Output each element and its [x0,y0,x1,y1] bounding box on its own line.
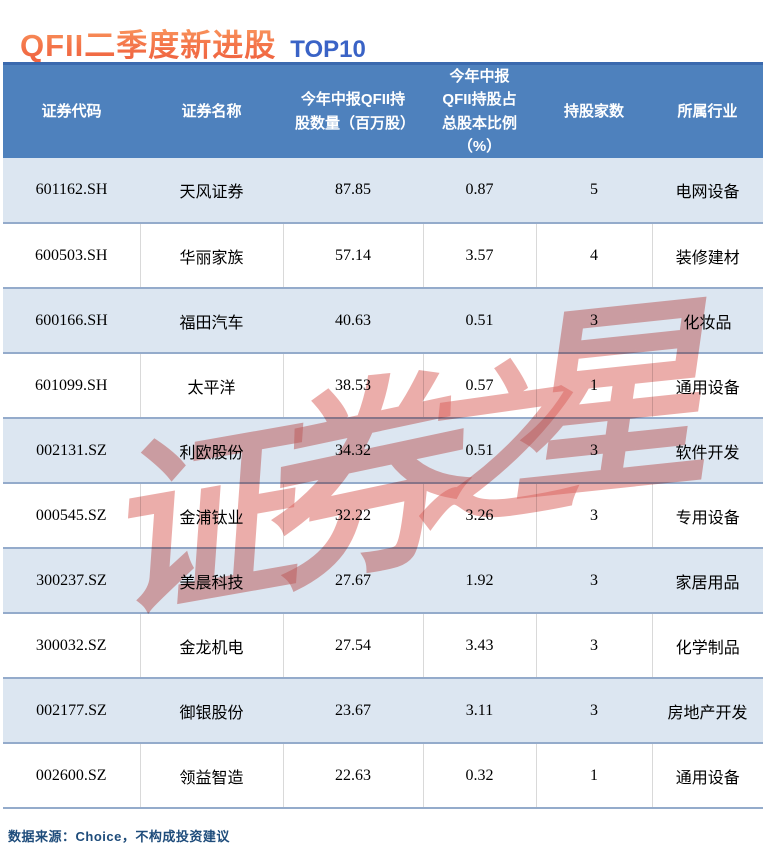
table-cell: 通用设备 [651,353,763,418]
table-row: 600166.SH 福田汽车 40.63 0.51 3 化妆品 [3,288,763,353]
table-cell: 房地产开发 [667,704,748,722]
table-cell: 3 [535,483,652,548]
table-row: 000545.SZ 金浦钛业 32.22 3.26 3 专用设备 [3,483,763,548]
table-cell: 38.53 [282,353,423,418]
table-cell: 600166.SH [35,311,108,329]
column-header-5: 所属行业 [652,62,763,158]
table-cell: 1.92 [465,571,494,589]
table-cell: 御银股份 [179,704,244,722]
table-cell: 87.85 [335,181,371,198]
table-row: 300032.SZ 金龙机电 27.54 3.43 3 化学制品 [3,613,763,678]
column-header-2: 今年中报QFII持股数量（百万股） [283,62,423,158]
table-cell: 3.43 [422,613,536,678]
table-cell: 0.51 [465,311,494,329]
table-row: 002177.SZ 御银股份 23.67 3.11 3 房地产开发 [3,678,763,743]
table-cell: 金浦钛业 [139,483,283,548]
table-cell: 福田汽车 [179,314,244,332]
table-cell: 002131.SZ [36,441,107,459]
table-cell: 40.63 [335,311,371,329]
table-cell: 34.32 [335,441,371,459]
table-row: 002600.SZ 领益智造 22.63 0.32 1 通用设备 [3,743,763,808]
table-container: 证券代码 证券名称 今年中报QFII持股数量（百万股） 今年中报QFII持股占总股本比… [3,62,763,809]
table-cell: 5 [590,181,598,198]
table-cell: 1 [535,743,652,808]
table-row: 600503.SH 华丽家族 57.14 3.57 4 装修建材 [3,223,763,288]
table-cell: 通用设备 [651,743,763,808]
table-cell: 美晨科技 [179,574,244,592]
table-cell: 3 [535,613,652,678]
column-header-0: 证券代码 [3,62,140,158]
table-cell: 专用设备 [651,483,763,548]
table-cell: 0.51 [465,441,494,459]
table-cell: 太平洋 [139,353,283,418]
table-cell: 600503.SH [35,246,108,264]
table-cell: 1 [535,353,652,418]
table-cell: 3 [590,441,598,459]
table-cell: 装修建材 [651,223,763,288]
table-cell: 601162.SH [35,181,108,198]
title-top10-badge: TOP10 [290,36,366,63]
table-cell: 0.57 [422,353,536,418]
table-cell: 天风证券 [179,184,244,201]
table-cell: 002600.SZ [35,766,107,784]
table-cell: 化妆品 [683,314,732,332]
table-cell: 0.87 [465,181,494,198]
source-note: 数据来源：Choice，不构成投资建议 [8,829,230,844]
table-cell: 华丽家族 [139,223,283,288]
qfii-holdings-table: 证券代码 证券名称 今年中报QFII持股数量（百万股） 今年中报QFII持股占总股本比… [3,62,763,809]
table-cell: 3 [590,571,598,589]
column-header-4: 持股家数 [536,62,652,158]
table-cell: 4 [535,223,652,288]
table-cell: 300237.SZ [36,571,107,589]
column-header-3: 今年中报QFII持股占总股本比例（%） [423,62,536,158]
page-title: QFII二季度新进股 [20,20,276,65]
table-cell: 软件开发 [675,444,740,462]
table-header: 证券代码 证券名称 今年中报QFII持股数量（百万股） 今年中报QFII持股占总股本比… [3,62,763,158]
table-row: 300237.SZ 美晨科技 27.67 1.92 3 家居用品 [3,548,763,613]
table-cell: 32.22 [282,483,423,548]
table-cell: 0.32 [422,743,536,808]
table-cell: 电网设备 [675,184,740,201]
table-cell: 金龙机电 [139,613,283,678]
table-header-row: 证券代码 证券名称 今年中报QFII持股数量（百万股） 今年中报QFII持股占总股本比… [3,62,763,158]
table-cell: 领益智造 [139,743,283,808]
title-bar: QFII二季度新进股 TOP10 [0,0,766,63]
table-cell: 57.14 [282,223,423,288]
table-cell: 22.63 [282,743,423,808]
table-cell: 3 [590,311,598,329]
table-cell: 23.67 [335,701,371,719]
table-cell: 3.57 [422,223,536,288]
table-cell: 27.67 [335,571,371,589]
column-header-1: 证券名称 [140,62,283,158]
table-row: 601162.SH 天风证券 87.85 0.87 5 电网设备 [3,158,763,223]
table-cell: 3.26 [422,483,536,548]
table-cell: 27.54 [282,613,423,678]
table-body: 601162.SH 天风证券 87.85 0.87 5 电网设备 600503.SH 华丽家族… [3,158,763,808]
table-cell: 300032.SZ [35,636,107,654]
table-cell: 601099.SH [35,376,108,394]
table-cell: 化学制品 [651,613,763,678]
table-cell: 3 [590,701,598,719]
table-cell: 家居用品 [675,574,740,592]
table-cell: 利欧股份 [179,444,244,462]
table-cell: 000545.SZ [35,506,107,524]
table-row: 601099.SH 太平洋 38.53 0.57 1 通用设备 [3,353,763,418]
table-row: 002131.SZ 利欧股份 34.32 0.51 3 软件开发 [3,418,763,483]
table-cell: 3.11 [465,701,494,719]
table-cell: 002177.SZ [36,701,107,719]
